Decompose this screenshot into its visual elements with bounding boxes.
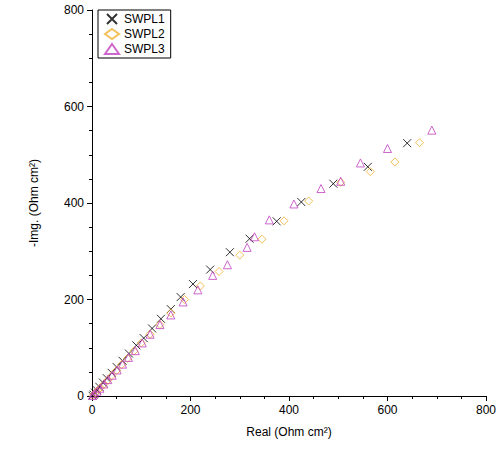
svg-text:600: 600 bbox=[377, 403, 397, 417]
svg-text:0: 0 bbox=[89, 403, 96, 417]
svg-text:200: 200 bbox=[64, 293, 84, 307]
svg-text:-Img. (Ohm cm²): -Img. (Ohm cm²) bbox=[27, 159, 41, 247]
svg-text:Real (Ohm cm²): Real (Ohm cm²) bbox=[246, 425, 331, 439]
svg-text:400: 400 bbox=[279, 403, 299, 417]
svg-text:800: 800 bbox=[476, 403, 496, 417]
svg-text:SWPL1: SWPL1 bbox=[124, 12, 165, 26]
svg-text:800: 800 bbox=[64, 3, 84, 17]
svg-text:SWPL2: SWPL2 bbox=[124, 27, 165, 41]
svg-text:0: 0 bbox=[77, 389, 84, 403]
svg-text:SWPL3: SWPL3 bbox=[124, 42, 165, 56]
svg-text:600: 600 bbox=[64, 100, 84, 114]
svg-text:200: 200 bbox=[180, 403, 200, 417]
svg-text:400: 400 bbox=[64, 196, 84, 210]
